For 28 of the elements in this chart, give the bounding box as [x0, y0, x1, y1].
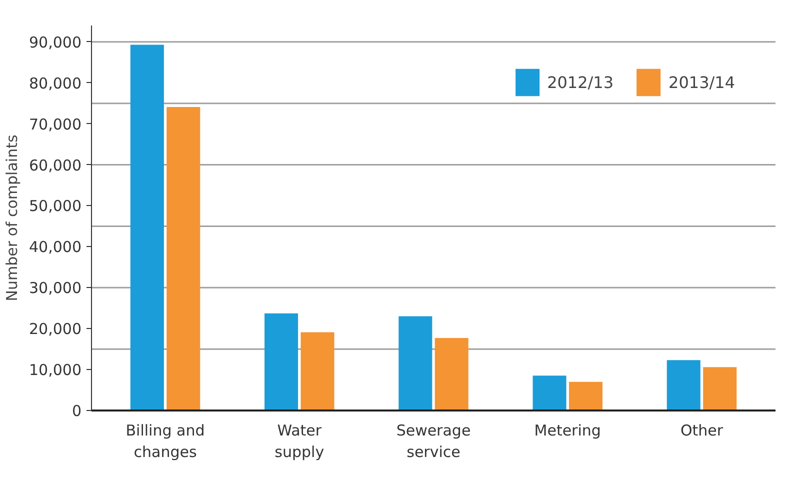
y-tick-label: 90,000: [29, 33, 82, 52]
bar: [703, 367, 737, 410]
x-tick-label: Sewerage service: [396, 422, 471, 462]
x-tick-label: Billing and changes: [126, 422, 205, 462]
bar: [166, 107, 200, 410]
bar: [568, 382, 602, 410]
bar: [264, 313, 298, 410]
y-tick-label: 40,000: [29, 238, 82, 256]
y-tick-label: 50,000: [29, 197, 82, 216]
y-tick-label: 10,000: [29, 361, 82, 380]
bar: [434, 338, 468, 410]
y-axis-title: Number of complaints: [3, 134, 22, 302]
y-tick-label: 0: [72, 402, 82, 420]
bar: [398, 316, 432, 410]
y-tick-label: 80,000: [29, 74, 82, 92]
y-tick-label: 70,000: [29, 115, 82, 134]
bar: [666, 360, 700, 410]
y-tick-label: 20,000: [29, 320, 82, 338]
legend-label: 2013/14: [668, 72, 735, 92]
y-tick-label: 30,000: [29, 279, 82, 298]
bar: [130, 44, 164, 410]
y-tick-label: 60,000: [29, 156, 82, 174]
x-tick-label: Water supply: [274, 422, 324, 462]
x-tick-label: Metering: [534, 422, 601, 440]
bar: [300, 332, 334, 410]
legend-label: 2012/13: [547, 72, 614, 92]
x-tick-label: Other: [680, 422, 724, 440]
bar: [532, 376, 566, 410]
